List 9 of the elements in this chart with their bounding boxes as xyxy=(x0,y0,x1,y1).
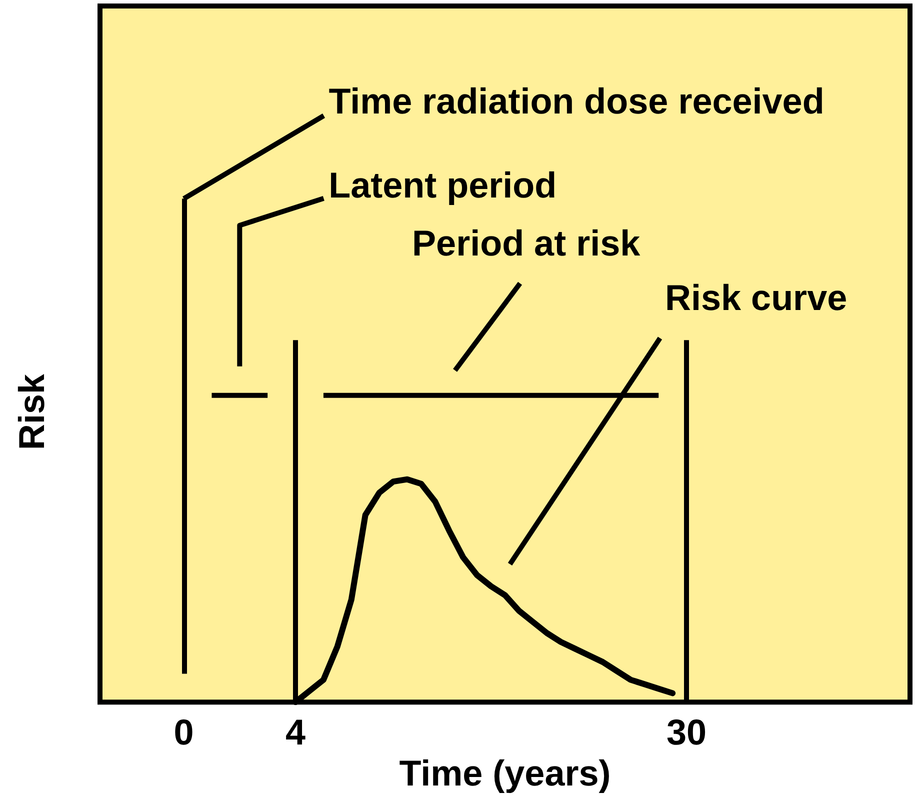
x-tick-label: 0 xyxy=(174,712,194,753)
ref-line-label: Time radiation dose received xyxy=(328,80,824,122)
y-axis-title: Risk xyxy=(10,373,52,450)
x-tick-label: 4 xyxy=(286,712,306,753)
x-tick-label: 30 xyxy=(666,712,707,753)
text: Risk curve xyxy=(665,276,848,318)
text: Period at risk xyxy=(412,222,642,263)
x-axis-title: Time (years) xyxy=(399,752,611,794)
text: Latent period xyxy=(328,164,557,205)
